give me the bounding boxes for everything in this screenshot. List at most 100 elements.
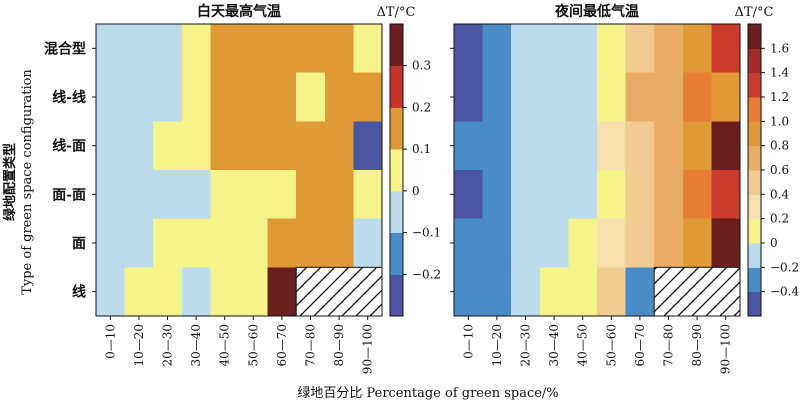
heatmap-cell bbox=[267, 121, 297, 171]
y-axis-label-english: Type of green space configuration bbox=[20, 69, 35, 295]
heatmap-cell bbox=[210, 121, 240, 171]
heatmap-cell bbox=[625, 218, 655, 268]
x-tick-label: 90—100 bbox=[361, 324, 375, 374]
colorbar-frame bbox=[389, 23, 404, 317]
colorbar-swatch bbox=[748, 145, 761, 171]
x-tick-label: 80—90 bbox=[690, 324, 704, 367]
heatmap-cell bbox=[682, 218, 712, 268]
heatmap-title: 夜间最低气温 bbox=[554, 3, 639, 20]
x-tick-label: 30—40 bbox=[189, 324, 203, 367]
heatmap-cell bbox=[568, 72, 598, 122]
colorbar-swatch bbox=[748, 218, 761, 244]
heatmap-cell bbox=[96, 72, 126, 122]
colorbar-tick-label: 0 bbox=[412, 184, 420, 198]
heatmap-cell bbox=[511, 24, 541, 74]
heatmap-cell bbox=[454, 24, 484, 74]
heatmap-cell bbox=[153, 218, 183, 268]
heatmap-frame bbox=[453, 23, 741, 317]
x-tick-label: 50—60 bbox=[604, 324, 618, 367]
heatmap-nighttime-min: 夜间最低气温 0—10 10—20 20—30 30—40 40—50 50—60 60—7… bbox=[450, 3, 800, 374]
x-tick-label: 80—90 bbox=[332, 324, 346, 367]
x-tick-label: 50—60 bbox=[246, 324, 260, 367]
heatmap-cell bbox=[296, 121, 326, 171]
heatmap-cell bbox=[482, 267, 512, 317]
heatmap-cell bbox=[181, 170, 211, 220]
heatmap-cell bbox=[482, 121, 512, 171]
heatmap-cell bbox=[239, 267, 269, 317]
x-tick-label: 0—10 bbox=[103, 324, 117, 359]
heatmap-cell bbox=[181, 72, 211, 122]
y-category-label: 线-面 bbox=[52, 138, 86, 155]
heatmap-cell bbox=[482, 218, 512, 268]
heatmap-cell bbox=[210, 170, 240, 220]
heatmap-cell bbox=[539, 170, 569, 220]
x-tick-label: 60—70 bbox=[633, 324, 647, 367]
heatmap-cell bbox=[682, 72, 712, 122]
heatmap-cell bbox=[511, 121, 541, 171]
heatmap-cell bbox=[296, 24, 326, 74]
heatmap-cell bbox=[654, 170, 684, 220]
colorbar-swatch bbox=[748, 48, 761, 74]
heatmap-cell bbox=[539, 24, 569, 74]
heatmap-cell bbox=[181, 24, 211, 74]
colorbar-label: ΔT/°C bbox=[377, 5, 416, 20]
missing-data-hatch bbox=[295, 266, 383, 317]
heatmap-cell bbox=[124, 24, 154, 74]
colorbar-swatch bbox=[390, 274, 403, 317]
heatmap-cell bbox=[711, 24, 741, 74]
colorbar-swatch bbox=[748, 243, 761, 268]
heatmap-cell bbox=[239, 24, 269, 74]
colorbar-tick-label: 0.6 bbox=[770, 163, 789, 177]
colorbar-tick-label: −0.1 bbox=[412, 226, 441, 240]
x-tick-label: 20—30 bbox=[519, 324, 533, 367]
y-category-label: 面 bbox=[72, 236, 86, 252]
heatmap-cell bbox=[210, 24, 240, 74]
heatmap-cell bbox=[324, 24, 354, 74]
y-category-label: 面-面 bbox=[52, 187, 86, 203]
colorbar-tick-label: 0.8 bbox=[770, 139, 789, 153]
heatmap-cell bbox=[711, 218, 741, 268]
x-axis-label: 绿地百分比 Percentage of green space/% bbox=[297, 386, 558, 401]
heatmap-cell bbox=[682, 121, 712, 171]
heatmap-cell bbox=[96, 267, 126, 317]
heatmap-cell bbox=[711, 170, 741, 220]
heatmap-cell bbox=[511, 218, 541, 268]
colorbar-daytime: −0.2 −0.1 0 0.1 0.2 0.3 bbox=[389, 23, 441, 317]
colorbar-swatch bbox=[748, 97, 761, 122]
heatmap-cell bbox=[124, 72, 154, 122]
colorbar-label: ΔT/°C bbox=[735, 5, 774, 20]
x-tick-label: 0—10 bbox=[461, 324, 475, 359]
heatmap-cell bbox=[96, 218, 126, 268]
heatmap-cell bbox=[324, 121, 354, 171]
colorbar-tick-label: 0.2 bbox=[770, 212, 789, 226]
heatmap-cell bbox=[153, 72, 183, 122]
colorbar-tick-label: 0.2 bbox=[412, 100, 431, 114]
heatmap-cell bbox=[568, 267, 598, 317]
heatmap-cell bbox=[511, 170, 541, 220]
heatmap-frame bbox=[95, 23, 383, 317]
heatmap-cell bbox=[239, 72, 269, 122]
heatmap-cell bbox=[597, 72, 627, 122]
colorbar-swatch bbox=[748, 291, 761, 317]
heatmap-cell bbox=[482, 170, 512, 220]
heatmap-cell bbox=[210, 218, 240, 268]
heatmap-cell bbox=[654, 24, 684, 74]
heatmap-cell bbox=[124, 121, 154, 171]
heatmap-cell bbox=[153, 121, 183, 171]
heatmap-cell bbox=[181, 218, 211, 268]
heatmap-cell bbox=[296, 170, 326, 220]
heatmap-cell bbox=[625, 24, 655, 74]
colorbar-swatch bbox=[390, 190, 403, 234]
heatmap-cell bbox=[597, 218, 627, 268]
heatmap-cell bbox=[654, 218, 684, 268]
x-tick-label: 40—50 bbox=[218, 324, 232, 367]
heatmap-cell bbox=[181, 267, 211, 317]
colorbar-swatch bbox=[390, 24, 403, 67]
colorbar-tick-label: 1.6 bbox=[770, 41, 789, 55]
colorbar-tick-label: 0.4 bbox=[770, 187, 789, 201]
colorbar-swatch bbox=[748, 24, 761, 49]
colorbar-swatch bbox=[748, 267, 761, 293]
heatmap-cell bbox=[625, 121, 655, 171]
